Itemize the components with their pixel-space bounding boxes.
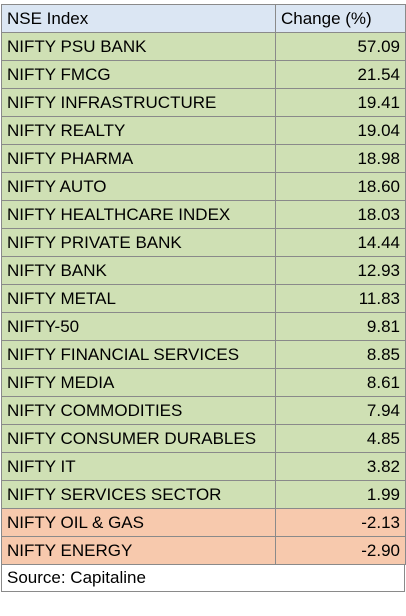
change-value-cell: 7.94	[275, 396, 406, 425]
index-name-cell: NIFTY AUTO	[1, 172, 276, 201]
table-row: NIFTY FINANCIAL SERVICES 8.85	[1, 340, 406, 369]
change-value-cell: 18.03	[275, 200, 406, 229]
table-row: NIFTY BANK 12.93	[1, 256, 406, 285]
index-name-cell: NIFTY MEDIA	[1, 368, 276, 397]
table-row: NIFTY IT 3.82	[1, 452, 406, 481]
change-value-cell: 12.93	[275, 256, 406, 285]
index-name-cell: NIFTY ENERGY	[1, 536, 276, 565]
change-value-cell: 57.09	[275, 32, 406, 61]
nse-index-table: NSE Index Change (%) NIFTY PSU BANK 57.09…	[1, 4, 406, 565]
table-row: NIFTY FMCG 21.54	[1, 60, 406, 89]
index-name-cell: NIFTY OIL & GAS	[1, 508, 276, 537]
change-value-cell: 19.04	[275, 116, 406, 145]
change-value-cell: 11.83	[275, 284, 406, 313]
index-name-cell: NIFTY REALTY	[1, 116, 276, 145]
table-row: NIFTY-50 9.81	[1, 312, 406, 341]
index-name-cell: NIFTY-50	[1, 312, 276, 341]
change-value-cell: 19.41	[275, 88, 406, 117]
table-row: NIFTY PRIVATE BANK 14.44	[1, 228, 406, 257]
table-row: NIFTY PHARMA 18.98	[1, 144, 406, 173]
index-name-cell: NIFTY FMCG	[1, 60, 276, 89]
change-value-cell: 8.61	[275, 368, 406, 397]
table-row: NIFTY REALTY 19.04	[1, 116, 406, 145]
index-name-cell: NIFTY CONSUMER DURABLES	[1, 424, 276, 453]
change-value-cell: 21.54	[275, 60, 406, 89]
source-note: Source: Capitaline	[1, 565, 405, 592]
table-row: NIFTY COMMODITIES 7.94	[1, 396, 406, 425]
table-row: NIFTY AUTO 18.60	[1, 172, 406, 201]
change-value-cell: 18.98	[275, 144, 406, 173]
index-name-cell: NIFTY PSU BANK	[1, 32, 276, 61]
change-value-cell: -2.90	[275, 536, 406, 565]
change-value-cell: -2.13	[275, 508, 406, 537]
index-name-cell: NIFTY INFRASTRUCTURE	[1, 88, 276, 117]
change-value-cell: 14.44	[275, 228, 406, 257]
index-name-cell: NIFTY COMMODITIES	[1, 396, 276, 425]
change-value-cell: 9.81	[275, 312, 406, 341]
index-change-table-sheet: NSE Index Change (%) NIFTY PSU BANK 57.09…	[1, 4, 406, 592]
change-value-cell: 3.82	[275, 452, 406, 481]
table-row: NIFTY HEALTHCARE INDEX 18.03	[1, 200, 406, 229]
table-body: NIFTY PSU BANK 57.09 NIFTY FMCG 21.54 NIFTY …	[1, 32, 406, 565]
table-row: NIFTY CONSUMER DURABLES 4.85	[1, 424, 406, 453]
table-row: NIFTY INFRASTRUCTURE 19.41	[1, 88, 406, 117]
table-header-row: NSE Index Change (%)	[1, 4, 406, 33]
index-name-cell: NIFTY PRIVATE BANK	[1, 228, 276, 257]
change-value-cell: 18.60	[275, 172, 406, 201]
table-row: NIFTY SERVICES SECTOR 1.99	[1, 480, 406, 509]
header-nse-index: NSE Index	[1, 4, 276, 33]
table-row: NIFTY MEDIA 8.61	[1, 368, 406, 397]
index-name-cell: NIFTY SERVICES SECTOR	[1, 480, 276, 509]
table-row: NIFTY OIL & GAS -2.13	[1, 508, 406, 537]
change-value-cell: 8.85	[275, 340, 406, 369]
index-name-cell: NIFTY BANK	[1, 256, 276, 285]
change-value-cell: 1.99	[275, 480, 406, 509]
change-value-cell: 4.85	[275, 424, 406, 453]
index-name-cell: NIFTY METAL	[1, 284, 276, 313]
header-change-percent: Change (%)	[275, 4, 406, 33]
index-name-cell: NIFTY IT	[1, 452, 276, 481]
table-row: NIFTY METAL 11.83	[1, 284, 406, 313]
index-name-cell: NIFTY FINANCIAL SERVICES	[1, 340, 276, 369]
index-name-cell: NIFTY HEALTHCARE INDEX	[1, 200, 276, 229]
index-name-cell: NIFTY PHARMA	[1, 144, 276, 173]
table-row: NIFTY PSU BANK 57.09	[1, 32, 406, 61]
table-row: NIFTY ENERGY -2.90	[1, 536, 406, 565]
